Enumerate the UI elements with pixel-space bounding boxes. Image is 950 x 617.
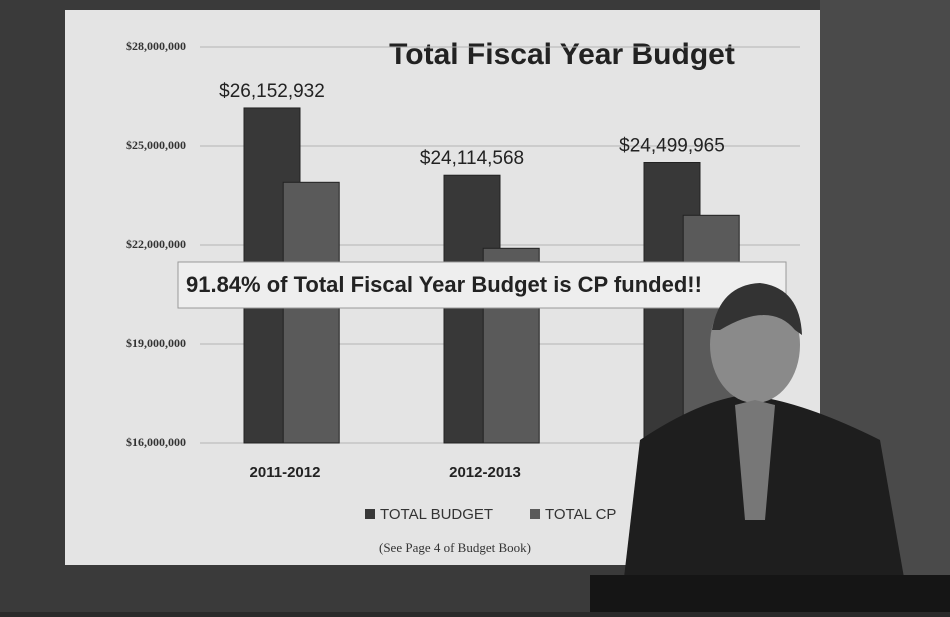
- legend-swatch: [530, 509, 540, 519]
- x-tick-label: 2012-2013: [449, 464, 521, 481]
- y-tick-label: $25,000,000: [126, 138, 186, 152]
- x-tick-label: 2011-2012: [250, 464, 321, 481]
- y-tick-label: $22,000,000: [126, 237, 186, 251]
- annotation-box: [177, 261, 787, 309]
- value-label: $24,499,965: [619, 136, 725, 157]
- bar: [282, 181, 340, 444]
- speaker-shirt: [735, 400, 775, 520]
- footnote: (See Page 4 of Budget Book): [379, 540, 531, 555]
- y-tick-label: $19,000,000: [126, 336, 186, 350]
- legend-swatch: [365, 509, 375, 519]
- speaker-hair: [712, 283, 802, 335]
- podium: [590, 575, 950, 612]
- legend-label: TOTAL CP: [545, 506, 616, 523]
- value-label: $26,152,932: [219, 81, 325, 102]
- y-tick-label: $28,000,000: [126, 39, 186, 53]
- annotation: 91.84% of Total Fiscal Year Budget is CP…: [186, 272, 702, 297]
- value-label: $24,114,568: [420, 148, 524, 169]
- chart-title: Total Fiscal Year Budget: [389, 38, 735, 71]
- legend-label: TOTAL BUDGET: [380, 506, 493, 523]
- speaker: [590, 283, 950, 612]
- y-tick-label: $16,000,000: [126, 435, 186, 449]
